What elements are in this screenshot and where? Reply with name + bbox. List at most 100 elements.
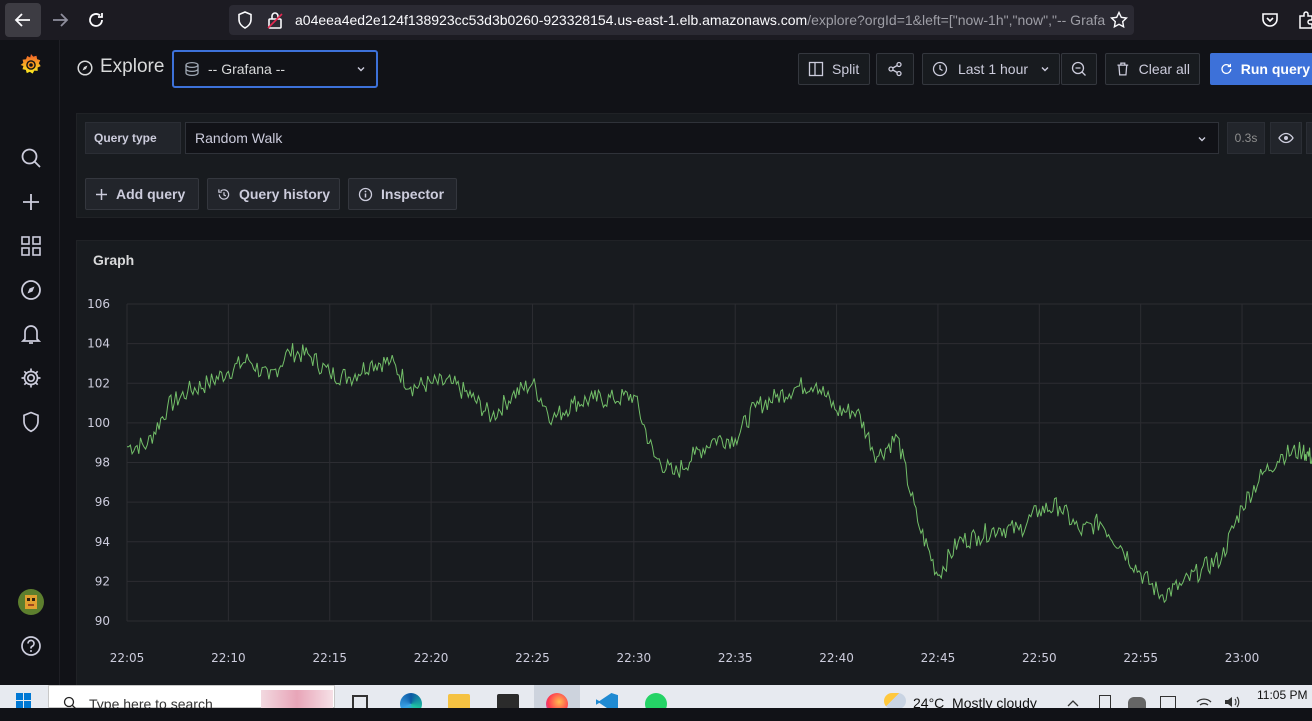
query-editor-panel: Query type Random Walk 0.3s Add query Qu… — [76, 113, 1312, 218]
grafana-logo-icon[interactable] — [18, 52, 44, 78]
run-query-button[interactable]: Run query — [1210, 53, 1312, 85]
trash-icon — [1117, 62, 1129, 76]
search-icon[interactable] — [18, 145, 44, 171]
x-tick-label: 22:45 — [921, 651, 956, 665]
taskbar-search[interactable]: Type here to search — [48, 685, 335, 708]
pocket-icon[interactable] — [1252, 0, 1288, 40]
forward-arrow-icon[interactable] — [42, 0, 78, 40]
whatsapp-icon[interactable] — [645, 693, 667, 708]
weather-icon — [884, 693, 906, 708]
x-tick-label: 22:10 — [211, 651, 246, 665]
extensions-icon[interactable] — [1288, 0, 1312, 40]
mail-icon[interactable] — [497, 694, 519, 708]
reload-icon[interactable] — [78, 0, 114, 40]
y-tick-label: 94 — [95, 535, 110, 549]
split-button[interactable]: Split — [798, 53, 870, 85]
network-icon[interactable] — [1099, 695, 1111, 708]
shield-icon[interactable] — [18, 409, 44, 435]
y-tick-label: 100 — [87, 416, 110, 430]
avatar[interactable] — [18, 589, 44, 615]
graph-panel: Graph 106 104 102 100 98 96 94 92 90 22:05 22:10 2… — [76, 240, 1312, 700]
graph-title: Graph — [93, 252, 135, 268]
clock[interactable]: 11:05 PM — [1257, 688, 1308, 702]
edge-icon[interactable] — [400, 693, 422, 708]
bookmark-star-icon[interactable] — [1101, 0, 1137, 40]
clear-all-label: Clear all — [1138, 61, 1190, 77]
explore-compass-icon — [77, 60, 93, 76]
y-tick-label: 92 — [95, 574, 110, 588]
firefox-icon — [546, 693, 568, 708]
x-tick-label: 22:50 — [1022, 651, 1057, 665]
y-tick-label: 98 — [95, 456, 110, 470]
inspector-button[interactable]: Inspector — [348, 178, 457, 210]
zoom-out-icon — [1071, 61, 1086, 76]
plus-icon[interactable] — [18, 189, 44, 215]
gear-icon[interactable] — [18, 365, 44, 391]
task-view-icon[interactable] — [352, 695, 368, 708]
explore-main: Explore -- Grafana -- Split Last 1 hour … — [61, 40, 1312, 700]
weather-text[interactable]: 24°C Mostly cloudy — [913, 695, 1037, 708]
shield-icon[interactable] — [237, 11, 257, 29]
time-range-label: Last 1 hour — [957, 61, 1029, 77]
add-query-label: Add query — [116, 186, 186, 202]
add-query-button[interactable]: Add query — [85, 178, 199, 210]
lock-icon[interactable] — [267, 11, 289, 29]
y-tick-label: 102 — [87, 376, 110, 390]
clear-all-button[interactable]: Clear all — [1105, 53, 1200, 85]
x-tick-label: 23:00 — [1225, 651, 1260, 665]
search-highlight-image — [261, 690, 333, 708]
address-bar[interactable]: a04eea4ed2e124f138923cc53d3b0260-9233281… — [229, 5, 1134, 35]
windows-start-icon[interactable] — [16, 693, 32, 708]
x-tick-label: 22:05 — [110, 651, 145, 665]
chevron-up-icon[interactable] — [1067, 699, 1079, 707]
page-title: Explore — [100, 56, 165, 77]
wifi-icon[interactable] — [1196, 696, 1212, 708]
help-icon[interactable] — [18, 633, 44, 659]
y-tick-label: 90 — [95, 614, 110, 628]
split-label: Split — [832, 61, 860, 77]
query-menu-edge[interactable] — [1306, 122, 1312, 154]
query-type-value: Random Walk — [195, 130, 283, 146]
vscode-icon[interactable] — [596, 693, 618, 708]
toggle-visibility-button[interactable] — [1270, 122, 1302, 154]
compass-icon[interactable] — [18, 277, 44, 303]
datasource-picker[interactable]: -- Grafana -- — [172, 50, 378, 88]
dashboards-icon[interactable] — [18, 233, 44, 259]
firefox-taskbar-item[interactable] — [534, 685, 580, 708]
bell-icon[interactable] — [18, 321, 44, 347]
refresh-icon — [1221, 63, 1232, 74]
device-icon[interactable] — [1160, 696, 1176, 708]
file-explorer-icon[interactable] — [448, 694, 470, 708]
graph-chart[interactable]: 106 104 102 100 98 96 94 92 90 22:05 22:10 22:15 22… — [77, 281, 1312, 721]
back-arrow-icon[interactable] — [5, 0, 41, 40]
info-icon — [358, 187, 373, 201]
chevron-down-icon — [356, 64, 366, 74]
chevron-down-icon — [1041, 67, 1049, 72]
x-tick-label: 22:40 — [819, 651, 854, 665]
windows-taskbar: Type here to search 24°C Mostly cloudy 1… — [0, 685, 1312, 708]
split-icon — [808, 61, 824, 77]
share-button[interactable] — [876, 53, 914, 85]
query-duration-badge: 0.3s — [1227, 122, 1265, 154]
zoom-out-button[interactable] — [1061, 53, 1097, 85]
search-icon — [63, 696, 76, 708]
share-icon — [888, 61, 902, 77]
cloud-icon[interactable] — [1128, 697, 1146, 708]
eye-icon — [1278, 132, 1294, 144]
y-tick-label: 96 — [95, 495, 110, 509]
datasource-name: -- Grafana -- — [208, 61, 286, 77]
url-path: /explore?orgId=1&left=["now-1h","now","-… — [807, 12, 1106, 28]
clock-icon — [932, 61, 948, 77]
x-tick-label: 22:30 — [617, 651, 652, 665]
query-type-select[interactable]: Random Walk — [185, 122, 1219, 154]
time-range-picker[interactable]: Last 1 hour — [922, 53, 1060, 85]
x-tick-label: 22:20 — [414, 651, 449, 665]
taskbar-search-placeholder: Type here to search — [89, 696, 213, 708]
y-tick-label: 104 — [87, 337, 110, 351]
query-history-label: Query history — [238, 186, 330, 202]
url-host: a04eea4ed2e124f138923cc53d3b0260-9233281… — [295, 12, 808, 28]
x-tick-label: 22:25 — [515, 651, 550, 665]
database-icon — [184, 61, 208, 77]
volume-icon[interactable] — [1224, 696, 1240, 708]
query-history-button[interactable]: Query history — [207, 178, 340, 210]
